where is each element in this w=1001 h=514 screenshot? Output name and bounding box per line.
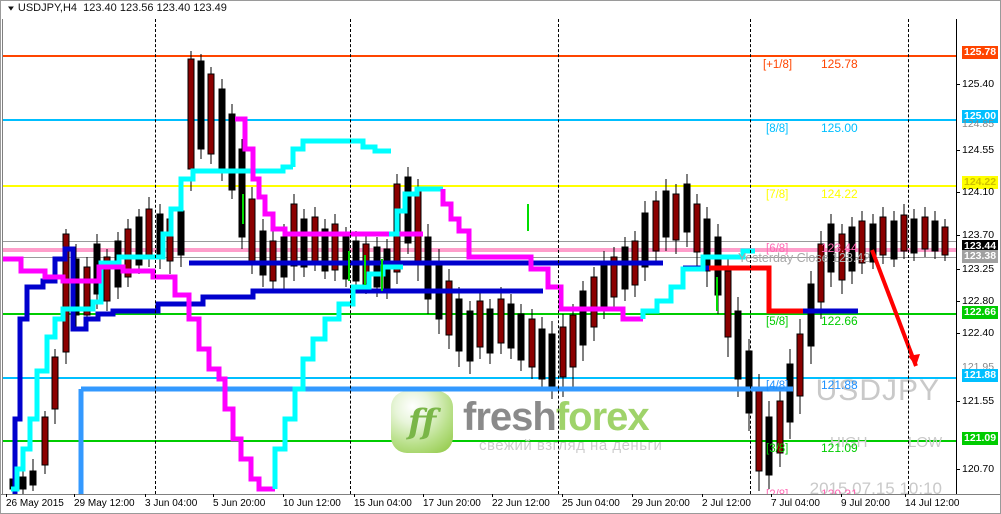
level-tag-3-8: [3/8] — [766, 443, 789, 455]
level-tag-5-8: [5/8] — [766, 316, 789, 328]
period-separator — [350, 19, 351, 494]
price-tick: 124.55 — [957, 144, 1001, 157]
supertrend-down-seg-2 — [440, 189, 643, 322]
ohlc-values: 123.40 123.56 123.40 123.49 — [83, 2, 227, 14]
price-tick: 120.70 — [957, 463, 1001, 476]
indicator-overlay — [3, 116, 920, 494]
price-tick: 123.70 — [957, 229, 1001, 242]
time-tick: 7 Jul 04:00 — [771, 494, 820, 509]
time-tick: 5 Jun 20:00 — [213, 494, 265, 509]
red-trend-arrowhead — [908, 354, 920, 366]
symbol-timeframe-label: USDJPY,H4 — [17, 2, 78, 14]
time-tick: 15 Jun 04:00 — [354, 494, 412, 509]
price-tick: 124.10 — [957, 186, 1001, 199]
price-tick: 121.09 — [962, 432, 999, 445]
level-line-7-8 — [3, 185, 956, 187]
level-line-6-8 — [3, 248, 956, 252]
level-line-plus1-8 — [3, 55, 956, 57]
level-value-8-8: 125.00 — [821, 121, 858, 135]
supertrend-up-seg-4 — [640, 248, 755, 319]
time-tick: 3 Jun 04:00 — [145, 494, 197, 509]
time-tick: 14 Jul 12:00 — [905, 494, 960, 509]
level-value-4-8: 121.88 — [821, 378, 858, 392]
time-tick: 17 Jun 20:00 — [423, 494, 481, 509]
period-separator — [908, 19, 909, 494]
time-tick: 29 Jun 20:00 — [632, 494, 690, 509]
symbol-header[interactable]: ▼ USDJPY,H4 123.40 123.56 123.40 123.49 — [6, 2, 227, 14]
price-tick: 121.88 — [962, 369, 999, 382]
price-tick: 124.22 — [962, 176, 999, 189]
time-tick: 9 Jul 20:00 — [841, 494, 890, 509]
supertrend-down-seg-3 — [3, 256, 275, 492]
supertrend-up-seg-2 — [290, 138, 391, 167]
time-tick: 22 Jun 12:00 — [492, 494, 550, 509]
price-tick: 122.80 — [957, 295, 1001, 308]
low-watermark-label: LOW — [908, 434, 943, 451]
green-markers — [242, 194, 718, 311]
chevron-down-icon[interactable]: ▼ — [6, 4, 16, 13]
time-tick: 2 Jul 12:00 — [702, 494, 751, 509]
high-watermark-label: HIGH — [830, 434, 868, 451]
price-tick: 125.78 — [962, 46, 999, 59]
level-line-4-8 — [3, 377, 956, 379]
level-value-6-8: 123.44 — [821, 241, 858, 255]
chart-symbol-watermark: USDJPY — [815, 374, 940, 407]
level-value-2-8: 120.31 — [821, 487, 858, 494]
supertrend-up-seg-1 — [11, 164, 293, 492]
price-tick: 125.40 — [957, 78, 1001, 91]
level-tag-7-8: [7/8] — [766, 189, 789, 201]
candle-group-right — [600, 174, 949, 491]
price-tick: 122.40 — [957, 327, 1001, 340]
level-value-plus1-8: 125.78 — [821, 57, 858, 71]
price-tick-previous: 123.38 — [962, 250, 999, 263]
price-tick-current: 123.44 — [962, 240, 999, 253]
supertrend-up-seg-3 — [389, 186, 443, 237]
time-axis[interactable]: 26 May 2015 29 May 12:00 3 Jun 04:00 5 J… — [0, 494, 1001, 514]
level-tag-6-8: [6/8] — [766, 243, 789, 255]
grey-band-upper — [3, 241, 956, 242]
level-line-8-8 — [3, 119, 956, 121]
period-separator — [750, 19, 751, 494]
price-tick: 121.55 — [957, 395, 1001, 408]
time-tick: 26 May 2015 — [6, 494, 64, 509]
price-tick: 124.85 — [962, 118, 995, 130]
period-separator — [155, 19, 156, 494]
level-tag-plus1-8: [+1/8] — [763, 59, 793, 71]
period-separator — [558, 19, 559, 494]
level-tag-4-8: [4/8] — [766, 380, 789, 392]
red-step-line — [708, 265, 803, 314]
blue-step-line — [12, 246, 543, 494]
chart-plot-area[interactable]: ff freshforex свежий взгляд на деньги US… — [2, 19, 956, 494]
chart-header: ▼ USDJPY,H4 123.40 123.56 123.40 123.49 — [0, 0, 1001, 19]
level-tag-8-8: [8/8] — [766, 123, 789, 135]
level-value-3-8: 121.09 — [821, 441, 858, 455]
yesterday-close-label: Yesterday Close 123.42 — [738, 251, 871, 265]
level-value-5-8: 122.66 — [821, 314, 858, 328]
supertrend-up-seg-5 — [272, 264, 403, 489]
price-tick: 123.25 — [957, 263, 1001, 276]
time-tick: 10 Jun 12:00 — [283, 494, 341, 509]
red-trend-ray — [870, 249, 918, 367]
supertrend-down-seg-1 — [235, 116, 423, 237]
time-tick: 25 Jun 04:00 — [562, 494, 620, 509]
price-axis[interactable]: 125.78 125.40 125.00 124.85 124.55 124.2… — [956, 19, 1001, 514]
level-value-7-8: 124.22 — [821, 187, 858, 201]
level-tag-2-8: [2/8] — [766, 489, 788, 494]
time-tick: 29 May 12:00 — [74, 494, 135, 509]
price-tick: 125.00 — [962, 110, 999, 123]
price-tick: 122.66 — [962, 306, 999, 319]
level-line-3-8 — [3, 440, 956, 442]
